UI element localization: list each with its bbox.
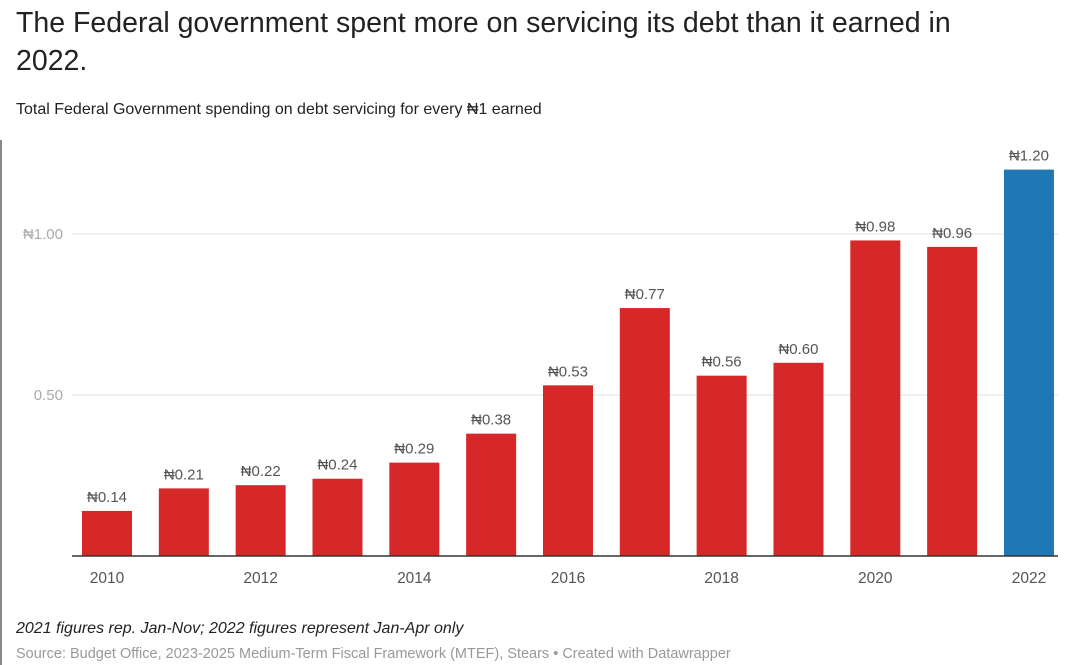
data-label: ₦0.56 <box>702 354 742 371</box>
x-tick-label: 2018 <box>704 570 738 587</box>
bar-2020 <box>850 240 901 556</box>
data-label: ₦0.77 <box>625 286 665 303</box>
data-label: ₦1.20 <box>1009 148 1049 165</box>
chart-source: Source: Budget Office, 2023-2025 Medium-… <box>16 646 731 662</box>
data-label: ₦0.98 <box>855 218 895 235</box>
x-tick-label: 2010 <box>90 570 125 587</box>
data-label: ₦0.14 <box>87 489 127 506</box>
x-tick-label: 2020 <box>858 570 893 587</box>
bar-2013 <box>312 478 363 556</box>
y-tick-label: ₦1.00 <box>23 226 63 243</box>
data-label: ₦0.22 <box>241 463 281 480</box>
data-label: ₦0.24 <box>317 457 357 474</box>
x-tick-label: 2012 <box>243 570 277 587</box>
chart-title: The Federal government spent more on ser… <box>16 7 951 77</box>
data-label: ₦0.21 <box>164 466 204 483</box>
bar-2017 <box>619 308 670 556</box>
bar-2012 <box>235 485 286 556</box>
data-label: ₦0.29 <box>394 441 434 458</box>
x-tick-label: 2016 <box>551 570 585 587</box>
bar-2016 <box>542 385 593 556</box>
bar-2014 <box>389 462 440 556</box>
data-label: ₦0.96 <box>932 225 972 242</box>
bar-2011 <box>158 488 209 556</box>
bar-2019 <box>773 362 824 556</box>
y-tick-label: 0.50 <box>34 387 63 404</box>
bar-2021 <box>927 246 978 556</box>
bar-2018 <box>696 375 747 556</box>
bar-2022 <box>1003 169 1054 556</box>
bar-2015 <box>466 433 517 556</box>
x-tick-label: 2014 <box>397 570 432 587</box>
data-label: ₦0.60 <box>778 341 818 358</box>
data-label: ₦0.38 <box>471 412 511 429</box>
left-border <box>0 140 2 665</box>
chart-note: 2021 figures rep. Jan-Nov; 2022 figures … <box>16 620 464 637</box>
bar-2010 <box>82 510 132 556</box>
chart-subtitle: Total Federal Government spending on deb… <box>16 101 542 118</box>
data-label: ₦0.53 <box>548 363 588 380</box>
x-tick-label: 2022 <box>1012 570 1046 587</box>
